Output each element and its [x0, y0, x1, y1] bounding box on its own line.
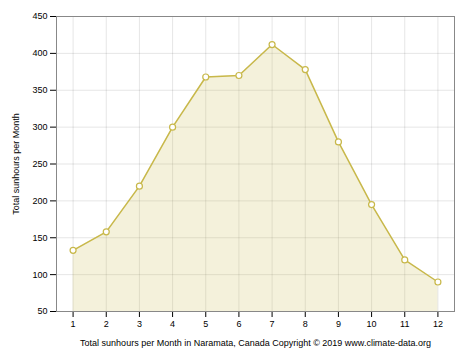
svg-text:9: 9	[336, 319, 341, 329]
svg-text:50: 50	[37, 306, 47, 316]
svg-text:200: 200	[32, 196, 47, 206]
svg-text:400: 400	[32, 48, 47, 58]
svg-text:8: 8	[303, 319, 308, 329]
svg-text:250: 250	[32, 159, 47, 169]
svg-text:350: 350	[32, 85, 47, 95]
svg-text:7: 7	[270, 319, 275, 329]
svg-text:150: 150	[32, 233, 47, 243]
svg-text:Total sunhours per Month in Na: Total sunhours per Month in Naramata, Ca…	[80, 338, 431, 348]
svg-text:3: 3	[137, 319, 142, 329]
svg-text:12: 12	[433, 319, 443, 329]
svg-text:1: 1	[71, 319, 76, 329]
svg-text:100: 100	[32, 270, 47, 280]
svg-text:11: 11	[400, 319, 409, 329]
svg-text:2: 2	[104, 319, 109, 329]
svg-text:300: 300	[32, 122, 47, 132]
svg-text:10: 10	[367, 319, 377, 329]
svg-text:5: 5	[203, 319, 208, 329]
svg-text:450: 450	[32, 11, 47, 21]
svg-text:4: 4	[170, 319, 175, 329]
svg-text:Total sunhours per Month: Total sunhours per Month	[11, 113, 21, 215]
svg-text:6: 6	[236, 319, 241, 329]
